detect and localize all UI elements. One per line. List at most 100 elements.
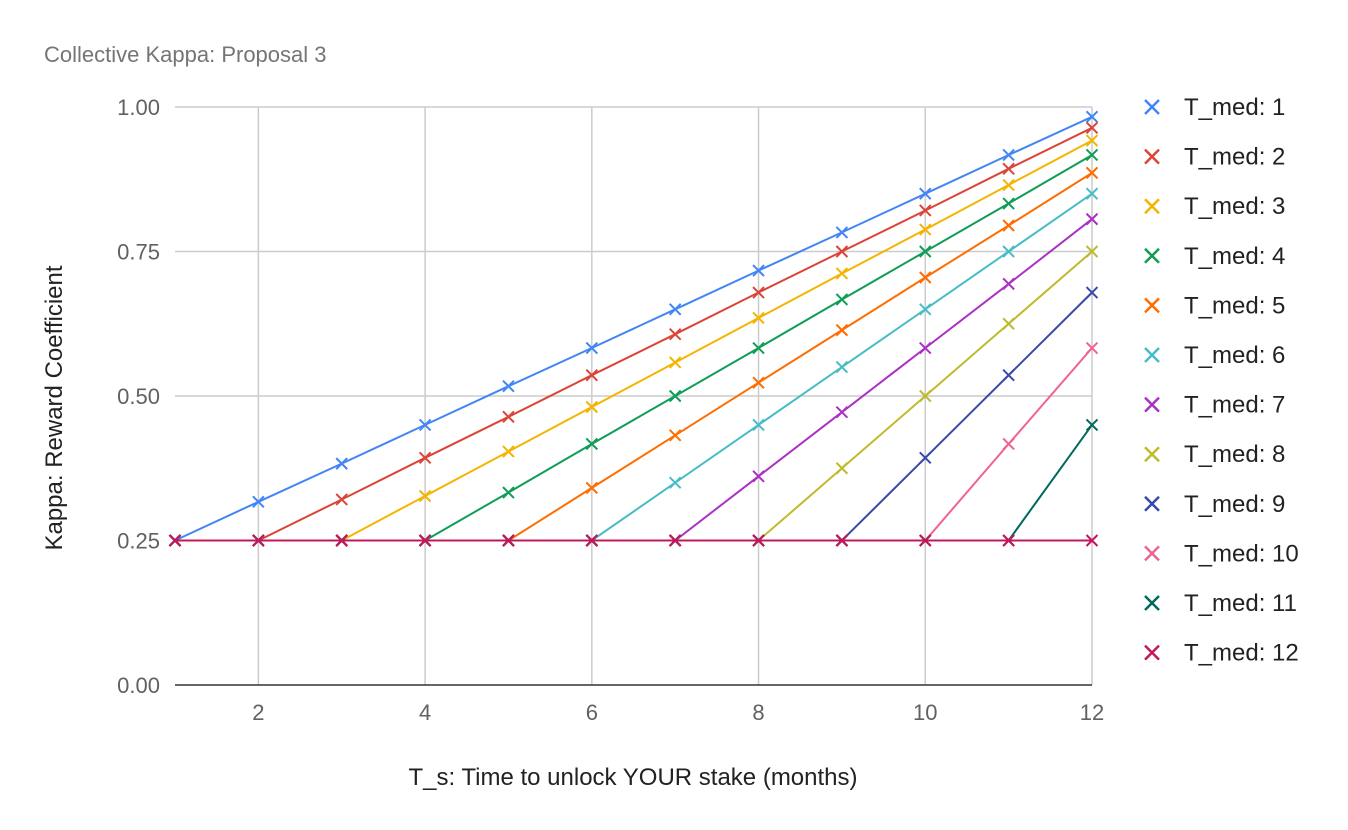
data-point-marker [835, 534, 849, 547]
series-7 [168, 212, 1099, 547]
series-12 [168, 534, 1099, 547]
data-point-marker [752, 470, 765, 483]
data-point-marker [1002, 317, 1015, 330]
data-point-marker [1002, 178, 1015, 192]
data-point-marker [418, 451, 432, 465]
data-point-marker [585, 400, 599, 414]
legend-marker [1144, 446, 1160, 463]
chart-series [168, 110, 1099, 547]
legend-marker [1144, 595, 1160, 611]
data-point-marker [1085, 166, 1099, 180]
data-point-marker [1002, 534, 1015, 547]
x-tick-label: 10 [913, 700, 937, 725]
legend-label: T_med: 9 [1184, 491, 1285, 518]
data-point-marker [1085, 134, 1099, 147]
y-tick-label: 0.25 [117, 529, 160, 554]
data-point-marker [1002, 277, 1015, 291]
legend-label: T_med: 5 [1184, 292, 1285, 319]
data-point-marker [418, 534, 432, 547]
chart-gridlines [175, 106, 1093, 685]
data-point-marker [752, 376, 765, 389]
data-point-marker [168, 534, 182, 547]
y-axis-ticks: 0.00 0.25 0.50 0.75 1.00 [117, 95, 160, 698]
series-11 [168, 418, 1099, 547]
data-point-marker [585, 368, 599, 382]
data-point-marker [1085, 418, 1099, 432]
x-tick-label: 12 [1080, 700, 1104, 725]
data-point-marker [668, 476, 682, 489]
data-point-marker [335, 457, 348, 470]
series-9 [168, 286, 1099, 547]
series-5 [168, 166, 1099, 547]
y-tick-label: 1.00 [117, 95, 160, 120]
chart-title: Collective Kappa: Proposal 3 [44, 42, 327, 67]
data-point-marker [418, 418, 432, 432]
data-point-marker [1085, 187, 1099, 200]
data-point-marker [752, 311, 765, 325]
legend-marker [1144, 148, 1160, 165]
x-tick-label: 4 [419, 700, 431, 725]
data-point-marker [502, 486, 515, 499]
data-point-marker [835, 267, 849, 280]
legend-label: T_med: 7 [1184, 392, 1285, 419]
legend-marker [1144, 644, 1160, 661]
data-point-marker [919, 451, 932, 465]
legend-label: T_med: 2 [1184, 144, 1285, 171]
data-point-marker [1085, 286, 1099, 299]
data-point-marker [668, 534, 682, 547]
data-point-marker [252, 495, 265, 508]
x-tick-label: 8 [752, 700, 764, 725]
data-point-marker [1085, 121, 1099, 135]
data-point-marker [919, 223, 932, 236]
data-point-marker [752, 418, 765, 432]
data-point-marker [919, 341, 932, 355]
data-point-marker [1085, 245, 1099, 258]
legend-label: T_med: 8 [1184, 441, 1285, 468]
data-point-marker [752, 264, 765, 277]
data-point-marker [919, 271, 932, 284]
data-point-marker [919, 389, 932, 403]
data-point-marker [1002, 148, 1015, 162]
legend-label: T_med: 4 [1184, 243, 1285, 270]
data-point-marker [1002, 437, 1015, 451]
series-line [175, 424, 1093, 542]
data-point-marker [835, 360, 849, 374]
legend-marker [1144, 99, 1160, 115]
chart-legend: T_med: 1 T_med: 2 T_med: 3 T_med: 4 T_med: 5… [1144, 94, 1299, 667]
data-point-marker [668, 356, 682, 369]
series-line [175, 139, 1093, 542]
legend-marker [1144, 347, 1160, 363]
x-tick-label: 6 [586, 700, 598, 725]
data-point-marker [835, 226, 849, 239]
data-point-marker [1002, 219, 1015, 232]
data-point-marker [919, 187, 932, 200]
data-point-marker [1085, 341, 1099, 355]
x-axis-ticks: 2 4 6 8 10 12 [252, 700, 1104, 725]
legend-marker [1144, 297, 1160, 314]
data-point-marker [668, 327, 682, 341]
data-point-marker [1085, 148, 1099, 162]
data-point-marker [1002, 245, 1015, 258]
legend-marker [1144, 545, 1160, 562]
y-axis-label: Kappa: Reward Coefficient [41, 265, 68, 550]
legend-marker [1144, 247, 1160, 264]
y-tick-label: 0.00 [117, 673, 160, 698]
data-point-marker [502, 445, 515, 458]
legend-marker [1144, 495, 1160, 512]
series-3 [168, 134, 1099, 547]
data-point-marker [1085, 212, 1099, 226]
data-point-marker [335, 493, 348, 506]
legend-label: T_med: 12 [1184, 640, 1299, 667]
x-axis-label: T_s: Time to unlock YOUR stake (months) [408, 764, 857, 791]
data-point-marker [585, 341, 599, 355]
data-point-marker [418, 489, 432, 503]
legend-label: T_med: 10 [1184, 540, 1299, 567]
data-point-marker [835, 245, 849, 258]
data-point-marker [752, 286, 765, 299]
data-point-marker [1085, 534, 1099, 547]
data-point-marker [502, 379, 515, 393]
data-point-marker [502, 410, 515, 424]
legend-label: T_med: 6 [1184, 342, 1285, 369]
legend-label: T_med: 11 [1184, 590, 1297, 617]
